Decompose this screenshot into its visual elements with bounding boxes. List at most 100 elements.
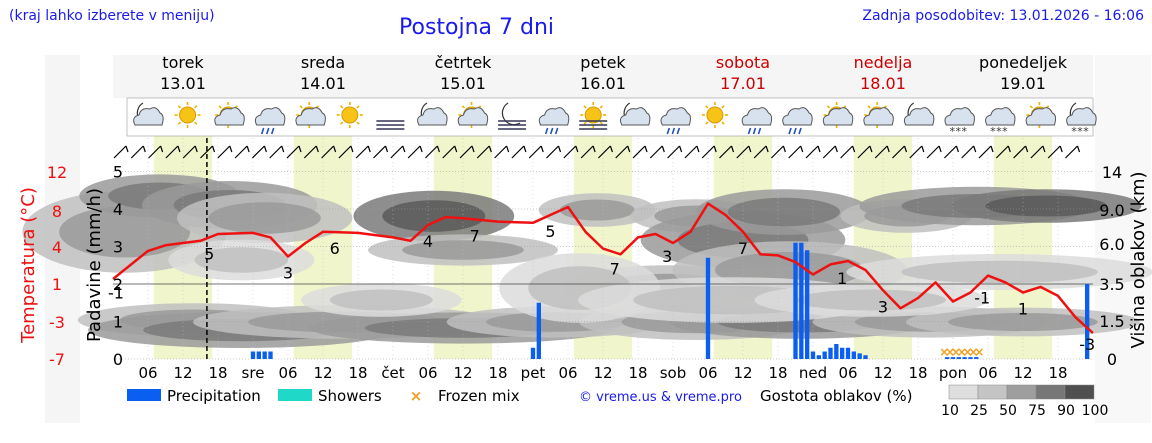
temperature-value-label: 4 bbox=[423, 232, 433, 251]
precipitation-bar bbox=[851, 351, 856, 359]
time-tick-label: 18 bbox=[348, 364, 367, 382]
wind-barb-feather bbox=[679, 145, 683, 153]
wind-barb-shaft bbox=[1030, 145, 1044, 159]
rain-drop bbox=[747, 127, 752, 135]
wind-barb bbox=[355, 145, 371, 159]
sun-ray bbox=[194, 105, 198, 109]
snow-cloud-icon: * * * bbox=[944, 107, 975, 138]
sun-ray bbox=[194, 121, 198, 125]
cloud-height-tick: 1.5 bbox=[1099, 312, 1124, 331]
cloud-density-area bbox=[727, 197, 840, 227]
precipitation-bar bbox=[536, 302, 541, 359]
precipitation-bar bbox=[256, 351, 261, 359]
time-tick-label: pet bbox=[521, 364, 546, 382]
moon-cloud-icon bbox=[619, 102, 651, 126]
wind-barb-feather bbox=[886, 145, 890, 153]
precipitation-bar bbox=[816, 355, 821, 359]
snow-flake: * bbox=[1002, 125, 1008, 138]
legend-showers-swatch bbox=[278, 389, 312, 401]
time-tick-label: 12 bbox=[313, 364, 332, 382]
precipitation-tick: 3 bbox=[113, 238, 123, 257]
time-tick-label: 06 bbox=[698, 364, 717, 382]
wind-barb-feather bbox=[350, 145, 354, 153]
wind-barb bbox=[805, 145, 821, 159]
moon-cloud-icon bbox=[133, 102, 164, 126]
temperature-value-label: 6 bbox=[330, 239, 340, 258]
precipitation-bar bbox=[793, 242, 798, 359]
day-name: sreda bbox=[301, 53, 345, 72]
cloud-shape bbox=[863, 107, 894, 126]
sun-ray bbox=[340, 121, 344, 125]
wind-barb-shaft bbox=[546, 145, 559, 159]
frozen-mix-marker: × bbox=[951, 345, 961, 359]
cloud-density-step: 75 bbox=[1028, 403, 1046, 419]
wind-barb bbox=[303, 145, 319, 159]
wind-barb-feather bbox=[263, 145, 267, 153]
rain-drop bbox=[666, 127, 671, 135]
wind-barb-feather bbox=[869, 145, 873, 153]
wind-barb bbox=[148, 145, 164, 159]
wind-barb bbox=[874, 145, 890, 159]
day-date: 14.01 bbox=[300, 74, 346, 93]
sun-fog-icon bbox=[579, 102, 608, 130]
sun-ray bbox=[299, 105, 303, 109]
rain-cloud-icon bbox=[538, 107, 570, 135]
snow-flake: * bbox=[1071, 125, 1077, 138]
snow-flake: * bbox=[950, 125, 956, 138]
temperature-tick: 1 bbox=[52, 275, 62, 294]
rain-drop bbox=[270, 127, 275, 135]
wind-barb-shaft bbox=[719, 145, 732, 159]
temperature-value-label: -3 bbox=[1079, 335, 1095, 354]
moon-cloud-icon bbox=[417, 102, 448, 126]
temperature-value-label: 3 bbox=[662, 247, 672, 266]
cloud-shape bbox=[619, 107, 651, 126]
time-tick-label: sob bbox=[660, 364, 687, 382]
moon-cloud-icon bbox=[903, 102, 935, 126]
wind-barb-feather bbox=[938, 145, 942, 153]
wind-barb bbox=[580, 145, 596, 159]
cloud-shape bbox=[214, 107, 245, 126]
wind-barb-feather bbox=[575, 145, 579, 153]
wind-barb bbox=[1065, 145, 1081, 159]
wind-barb bbox=[753, 145, 769, 159]
wind-barb-feather bbox=[488, 145, 492, 153]
wind-barb-shaft bbox=[303, 145, 317, 159]
wind-barb-shaft bbox=[961, 145, 975, 159]
cloud-density-step: 100 bbox=[1082, 403, 1109, 419]
wind-barb bbox=[615, 145, 631, 159]
cloud-density-area bbox=[985, 195, 1108, 217]
wind-barb-shaft bbox=[338, 145, 352, 159]
time-tick-label: 12 bbox=[453, 364, 472, 382]
sun-ray bbox=[583, 121, 587, 125]
precipitation-tick: 2 bbox=[113, 275, 123, 294]
wind-barb bbox=[649, 145, 665, 159]
sun-cloud-icon bbox=[457, 102, 489, 128]
precipitation-bar bbox=[974, 357, 979, 359]
wind-barb-shaft bbox=[943, 145, 957, 159]
precipitation-tick: 0 bbox=[113, 350, 123, 369]
wind-barb bbox=[528, 145, 544, 159]
day-name: četrtek bbox=[435, 53, 493, 72]
time-tick-label: 06 bbox=[558, 364, 577, 382]
wind-barb-shaft bbox=[407, 145, 421, 159]
precipitation-tick: 4 bbox=[113, 200, 123, 219]
wind-barb bbox=[546, 145, 562, 159]
wind-barb-shaft bbox=[840, 145, 854, 159]
wind-barb bbox=[770, 145, 786, 159]
wind-barb-shaft bbox=[822, 145, 836, 159]
wind-barb-shaft bbox=[563, 145, 577, 159]
wind-barb-shaft bbox=[805, 145, 819, 159]
wind-barb-shaft bbox=[667, 145, 681, 159]
time-tick-label: 12 bbox=[1013, 364, 1032, 382]
day-date: 13.01 bbox=[160, 74, 206, 93]
wind-barb-feather bbox=[557, 145, 562, 153]
sun-icon bbox=[336, 102, 363, 128]
sun-ray bbox=[583, 105, 587, 109]
sun-ray bbox=[177, 121, 182, 125]
frozen-mix-marker: × bbox=[974, 345, 984, 359]
cloud-density-area bbox=[382, 200, 486, 232]
sun-disc bbox=[584, 106, 602, 124]
precipitation-bar bbox=[262, 351, 267, 359]
rain-drop bbox=[757, 127, 762, 135]
wind-barb-shaft bbox=[459, 145, 473, 159]
